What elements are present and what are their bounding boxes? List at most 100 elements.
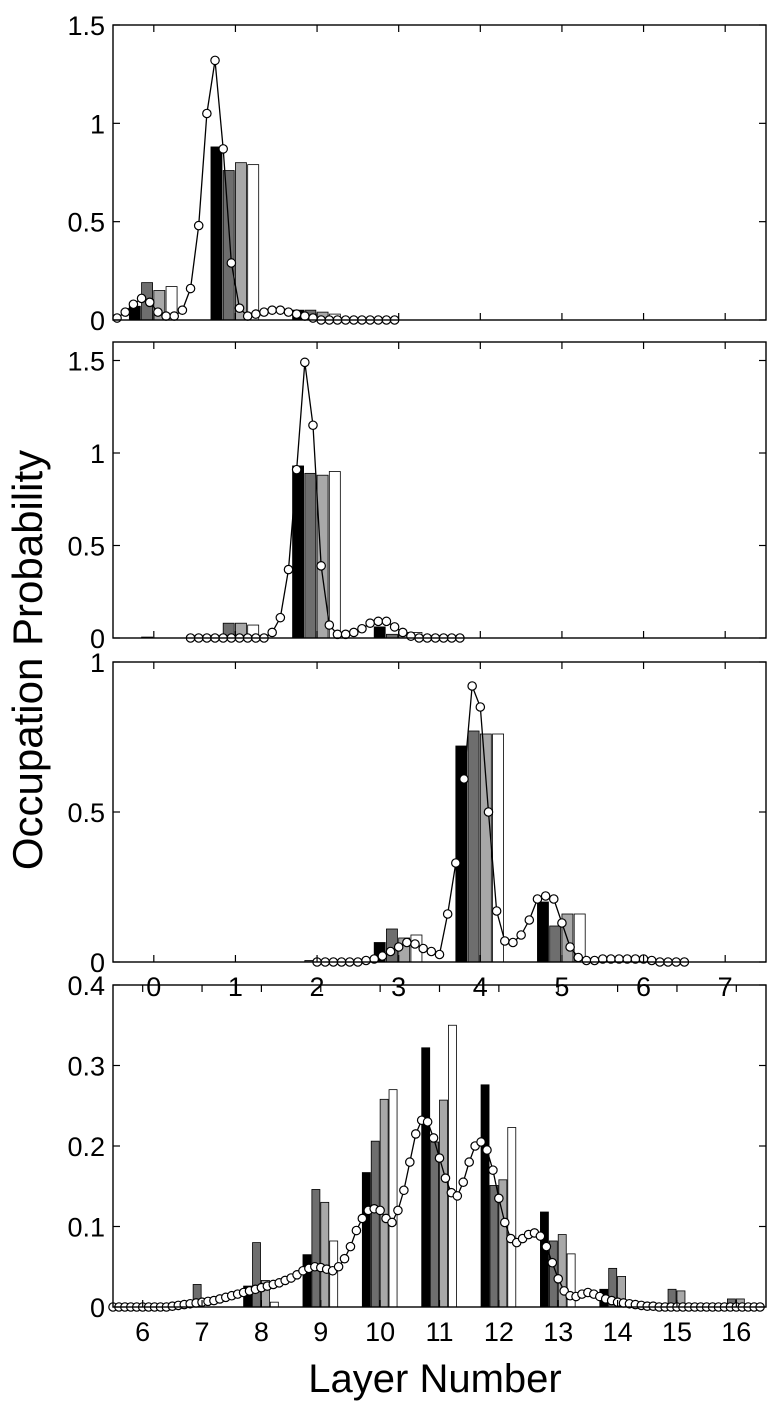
x-tick-label-p3-2: 2 (310, 972, 325, 1002)
bar-p4-g12-s1 (480, 1084, 490, 1308)
curve-point-p2-27 (406, 631, 416, 641)
x-tick-label-p3-4: 4 (473, 972, 488, 1002)
x-tick-label-p4-16: 16 (721, 1317, 751, 1347)
bar-p4-g9-s3 (320, 1201, 330, 1308)
curve-point-p2-22 (365, 618, 375, 628)
curve-point-p3-8 (377, 951, 388, 961)
curve-point-p1-15 (234, 303, 245, 313)
curve-point-p1-1 (120, 307, 131, 317)
x-tick-label-p4-6: 6 (135, 1317, 150, 1347)
curve-point-p3-31 (565, 942, 575, 952)
bar-p4-g11-s4 (448, 1024, 457, 1308)
bar-p2-g2-s2 (304, 472, 317, 639)
panels: 00.511.500.511.50 1 2 3 4 5 6 700.516 7 8 9 10 11 12 1… (67, 11, 767, 1347)
curve-point-p3-19 (467, 681, 477, 691)
curve-point-p1-19 (267, 305, 277, 315)
y-tick-label-p1-3: 1.5 (67, 11, 105, 41)
curve-point-p1-24 (308, 313, 318, 323)
bar-p4-g10-s1 (361, 1172, 371, 1308)
y-tick-label-p2-3: 1.5 (67, 347, 105, 377)
bar-p4-g11-s3 (439, 1099, 448, 1308)
x-tick-label-p4-8: 8 (254, 1317, 269, 1347)
curve-point-p3-17 (451, 858, 461, 868)
curve-point-p2-13 (291, 464, 302, 475)
curve-point-p3-13 (418, 943, 428, 954)
curve-point-p2-15 (308, 420, 318, 431)
chart-panel-1: 0 0.5 1 1.5 (67, 11, 767, 336)
curve-point-p2-11 (275, 612, 286, 623)
curve-point-p4-74 (547, 1257, 558, 1268)
curve-point-p3-41 (646, 955, 657, 966)
y-tick-label-p2-2: 1 (90, 439, 105, 469)
curve-point-p3-16 (442, 909, 453, 919)
curve-point-p4-73 (541, 1241, 552, 1252)
y-tick-label-p4-2: 0.2 (67, 1132, 105, 1162)
curve-point-p4-49 (399, 1185, 409, 1196)
y-tick-label-p3-1: 0.5 (67, 798, 105, 828)
curve-point-p1-18 (259, 307, 269, 317)
bar-p4-g10-s2 (370, 1140, 380, 1308)
y-tick-label-p1-1: 0.5 (67, 208, 105, 238)
curve-point-p1-23 (300, 311, 310, 321)
bar-p1-g1-s4 (247, 164, 260, 321)
bar-p4-g9-s2 (311, 1189, 321, 1308)
y-tick-label-p4-1: 0.1 (67, 1213, 105, 1243)
curve-point-p3-12 (410, 939, 420, 949)
x-tick-label-p3-5: 5 (554, 972, 569, 1002)
curve-point-p4-63 (482, 1145, 492, 1155)
bar-p1-g1-s1 (210, 146, 223, 321)
y-tick-label-p1-2: 1 (90, 109, 105, 139)
bar-p3-g4-s4 (492, 733, 504, 963)
curve-point-p4-40 (345, 1241, 356, 1252)
curve-point-p2-21 (357, 623, 367, 634)
y-tick-label-p3-2: 1 (90, 648, 105, 678)
bar-p4-g12-s4 (507, 1127, 517, 1308)
curve-point-p1-13 (218, 144, 228, 154)
x-tick-label-p3-7: 7 (718, 972, 733, 1002)
curve-point-p2-26 (397, 627, 408, 638)
curve-point-p3-22 (491, 906, 502, 916)
bar-p3-g5-s1 (537, 901, 549, 963)
curve-point-p1-14 (226, 258, 237, 268)
curve-point-p1-21 (283, 307, 294, 317)
curve-point-p4-38 (333, 1261, 344, 1272)
curve-point-p1-4 (144, 297, 155, 308)
bar-p4-g9-s1 (302, 1254, 312, 1308)
curve-point-p4-45 (375, 1205, 385, 1216)
plot-frame-2 (112, 341, 767, 639)
curve-point-p4-42 (357, 1213, 368, 1224)
curve-point-p3-18 (459, 774, 469, 784)
curve-point-p4-64 (488, 1165, 498, 1175)
curve-point-p2-24 (381, 616, 392, 627)
curve-point-p3-15 (434, 949, 445, 960)
bar-p4-g10-s4 (388, 1089, 398, 1308)
bar-p2-g2-s4 (328, 471, 341, 639)
curve-point-p2-25 (389, 622, 400, 632)
curve-point-p4-55 (434, 1153, 445, 1163)
x-tick-label-p3-6: 6 (636, 972, 651, 1002)
y-tick-label-p1-0: 0 (90, 306, 105, 336)
curve-point-p1-9 (185, 283, 196, 294)
y-tick-label-p2-1: 0.5 (67, 532, 105, 562)
bar-p4-g12-s2 (489, 1185, 499, 1308)
curve-point-p3-24 (508, 937, 518, 948)
bar-p3-g4-s2 (467, 730, 480, 963)
curve-point-p3-20 (475, 702, 486, 712)
curve-point-p3-21 (483, 807, 494, 817)
bar-p2-g2-s3 (316, 474, 329, 639)
curve-point-p1-22 (291, 309, 302, 319)
curve-point-p2-17 (324, 620, 335, 630)
bar-p4-g8-s2 (252, 1242, 261, 1308)
x-tick-label-p4-7: 7 (195, 1317, 210, 1347)
curve-point-p2-12 (283, 564, 294, 575)
y-axis-label: Occupation Probability (4, 450, 51, 870)
curve-point-p4-39 (339, 1253, 350, 1264)
curve-point-p1-0 (112, 313, 122, 323)
chart-panel-3: 0 1 2 3 4 5 6 7 0 0.5 1 (67, 648, 767, 1002)
y-tick-label-p3-0: 0 (90, 948, 105, 978)
bar-p4-g11-s1 (421, 1047, 431, 1308)
x-tick-label-p4-15: 15 (662, 1317, 692, 1347)
x-tick-label-p4-10: 10 (365, 1317, 395, 1347)
bar-p4-g13-s1 (540, 1211, 549, 1308)
